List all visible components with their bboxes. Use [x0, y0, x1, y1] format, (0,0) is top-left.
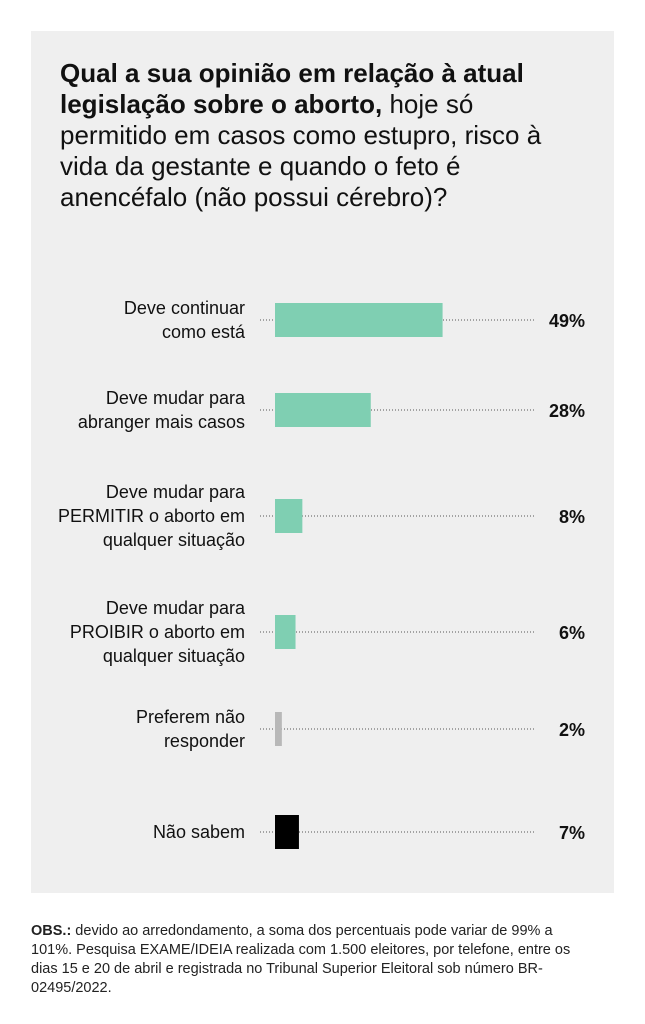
bar [275, 712, 282, 746]
bar [275, 393, 371, 427]
bar [275, 815, 299, 849]
bar [275, 615, 296, 649]
value-label: 6% [559, 623, 585, 643]
value-label: 7% [559, 823, 585, 843]
category-label: como está [162, 322, 246, 342]
category-label: qualquer situação [103, 646, 245, 666]
value-label: 8% [559, 507, 585, 527]
value-label: 2% [559, 720, 585, 740]
bar [275, 303, 443, 337]
chart-title-bold: Qual a sua opinião em relação à atual le… [60, 58, 524, 119]
chart-card [31, 31, 614, 893]
footnote-label: OBS.: [31, 923, 72, 939]
chart-title: Qual a sua opinião em relação à atual le… [60, 58, 580, 213]
value-label: 49% [549, 311, 585, 331]
category-label: Deve mudar para [106, 388, 246, 408]
category-label: Deve continuar [124, 298, 245, 318]
category-label: abranger mais casos [78, 412, 245, 432]
category-label: qualquer situação [103, 530, 245, 550]
footnote-text: devido ao arredondamento, a soma dos per… [31, 923, 571, 996]
category-label: Deve mudar para [106, 598, 246, 618]
category-label: Não sabem [153, 822, 245, 842]
category-label: Deve mudar para [106, 482, 246, 502]
bar [275, 499, 303, 533]
footnote: OBS.: devido ao arredondamento, a soma d… [31, 922, 591, 998]
chart-title-regular: hoje só permitido em casos como estupro,… [60, 89, 542, 212]
value-label: 28% [549, 401, 585, 421]
category-label: Preferem não [136, 707, 245, 727]
category-label: responder [164, 731, 245, 751]
category-label: PROIBIR o aborto em [70, 622, 245, 642]
category-label: PERMITIR o aborto em [58, 506, 245, 526]
